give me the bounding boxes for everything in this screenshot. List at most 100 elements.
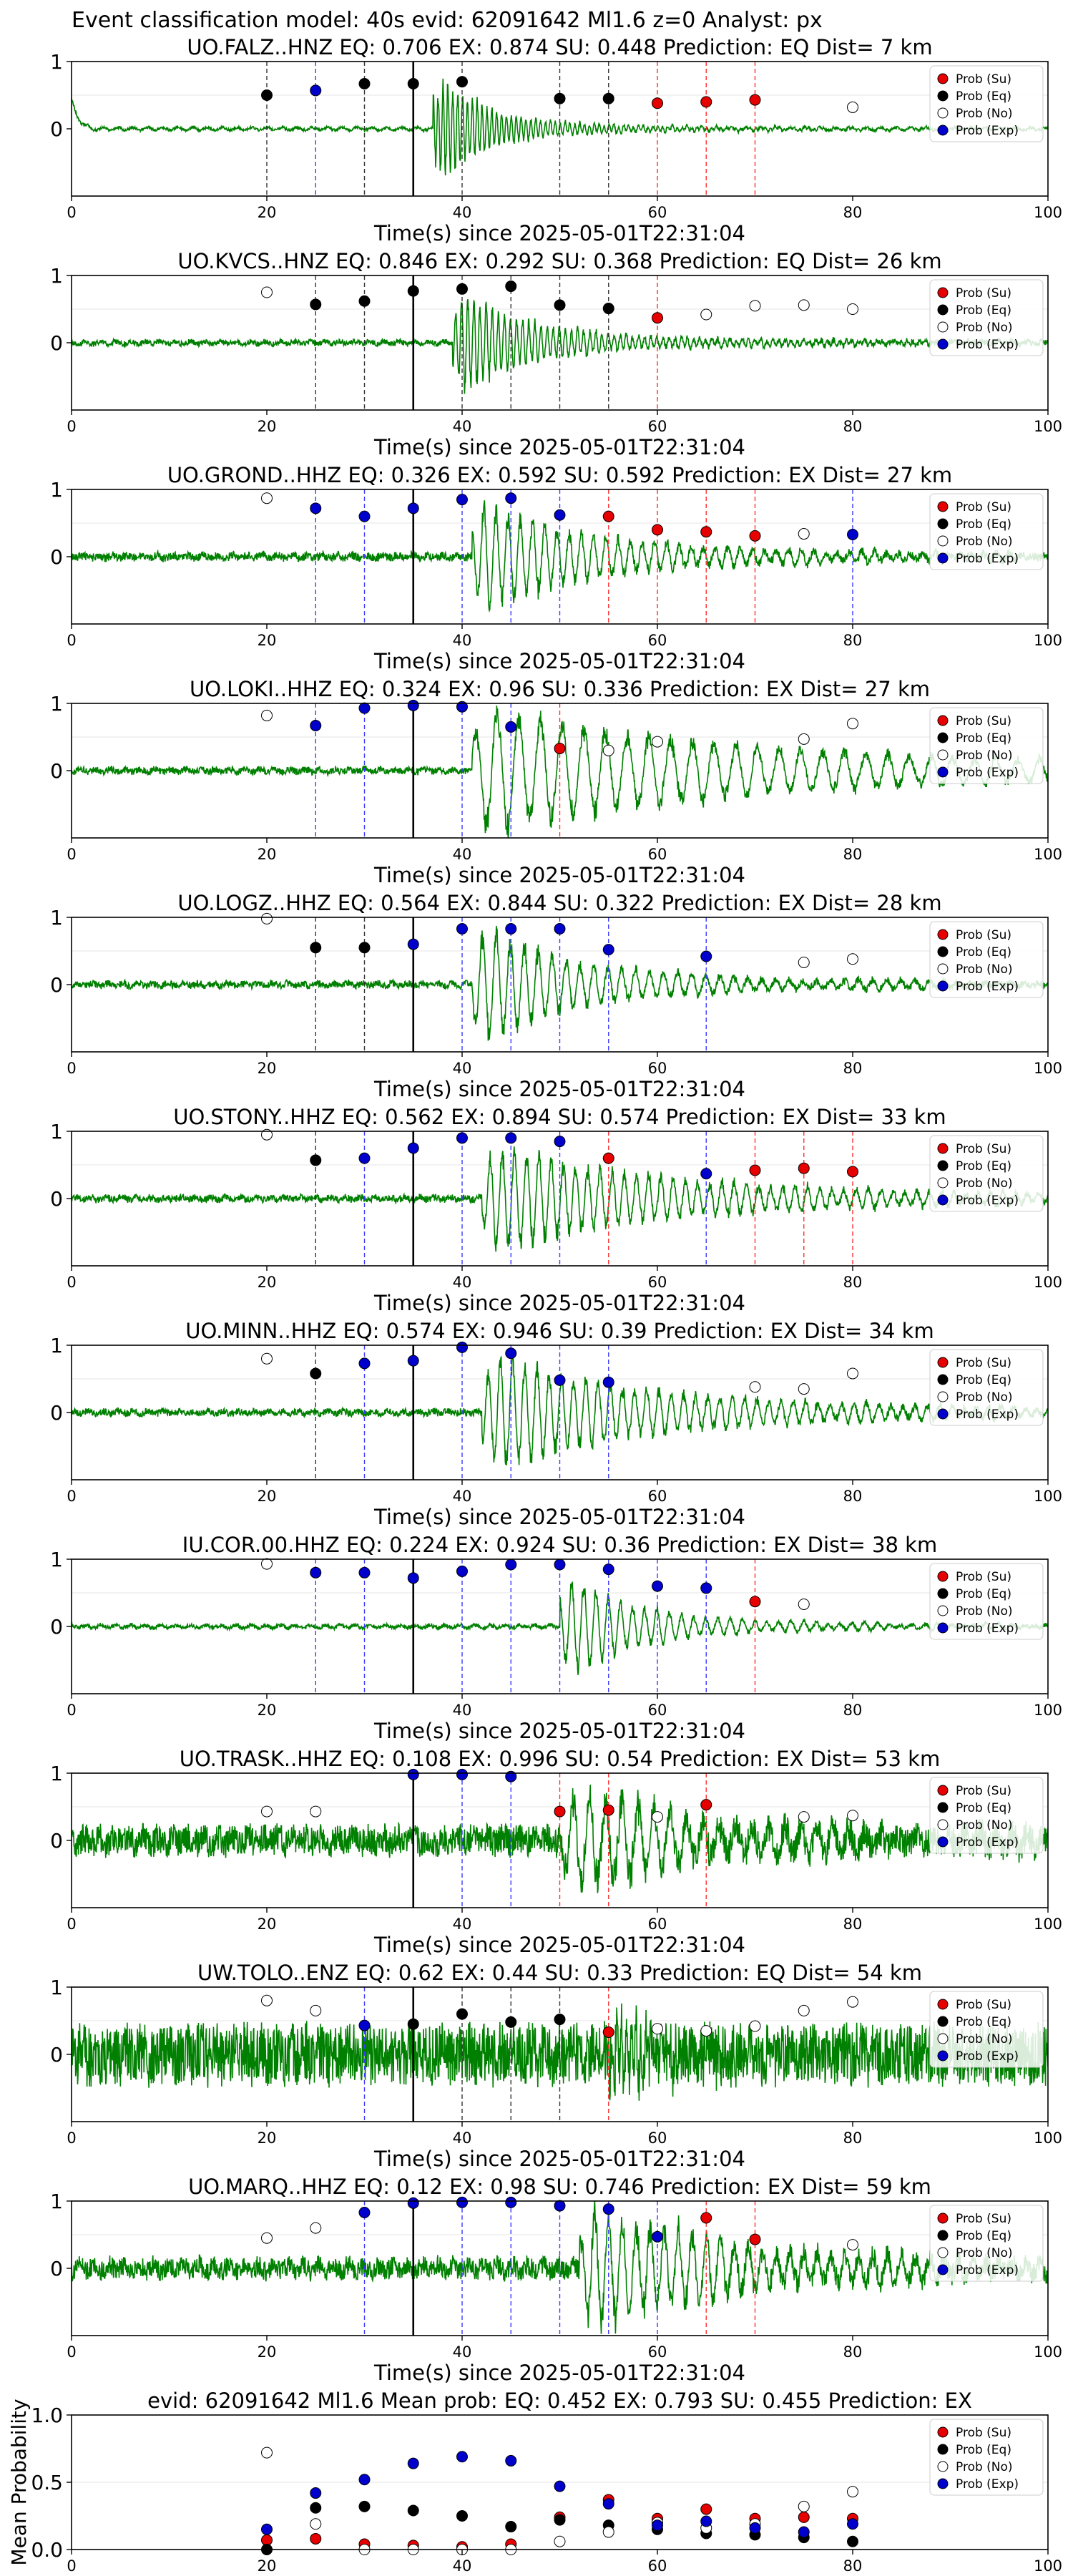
probability-point-exp <box>407 1572 419 1584</box>
station-panel: UO.STONY..HHZ EQ: 0.562 EX: 0.894 SU: 0.… <box>50 1105 1062 1315</box>
legend-label: Prob (No) <box>956 2032 1013 2046</box>
probability-point-exp <box>554 1558 566 1571</box>
legend-marker-eq <box>937 946 949 957</box>
x-tick-label: 20 <box>258 418 277 435</box>
legend-label: Prob (No) <box>956 1818 1013 1833</box>
probability-point-eq <box>407 285 419 297</box>
legend-label: Prob (Su) <box>956 1570 1011 1584</box>
panel-title: UO.TRASK..HHZ EQ: 0.108 EX: 0.996 SU: 0.… <box>180 1747 940 1771</box>
x-tick-label: 100 <box>1034 1274 1062 1291</box>
legend-label: Prob (Exp) <box>956 2049 1019 2064</box>
probability-point-su <box>602 1804 614 1816</box>
probability-point-su <box>700 2212 712 2224</box>
probability-point-eq <box>310 1367 322 1380</box>
legend-label: Prob (Exp) <box>956 766 1019 780</box>
legend-marker-exp <box>937 2050 949 2062</box>
plot-area <box>72 917 1048 1052</box>
probability-point-no <box>261 709 273 721</box>
probability-point-no <box>310 2004 322 2016</box>
x-tick-label: 40 <box>453 1060 472 1077</box>
probability-point-no <box>652 2023 663 2035</box>
mean-point-no <box>798 2500 810 2512</box>
probability-point-eq <box>310 1154 322 1166</box>
x-tick-label: 60 <box>648 1702 667 1719</box>
y-tick-label: 0 <box>50 759 63 783</box>
legend-marker-exp <box>937 2264 949 2275</box>
probability-point-exp <box>700 1168 712 1180</box>
probability-point-exp <box>505 721 517 733</box>
legend-marker-su <box>937 1999 949 2010</box>
legend-label: Prob (Exp) <box>956 124 1019 138</box>
probability-point-exp <box>505 492 517 504</box>
mean-point-su <box>798 2511 810 2523</box>
legend-box <box>929 1349 1044 1426</box>
probability-point-no <box>261 492 273 504</box>
probability-point-no <box>798 528 810 540</box>
probability-point-su <box>749 530 761 542</box>
legend-marker-eq <box>937 1588 949 1599</box>
probability-point-exp <box>602 2203 614 2215</box>
probability-point-no <box>847 101 858 113</box>
x-tick-label: 0 <box>67 1488 76 1505</box>
legend-box <box>929 921 1044 998</box>
y-tick-label: 1 <box>50 1120 63 1143</box>
x-axis-label: Time(s) since 2025-05-01T22:31:04 <box>373 649 745 673</box>
legend-label: Prob (Su) <box>956 286 1011 301</box>
legend-marker-exp <box>937 980 949 992</box>
legend-marker-su <box>937 287 949 298</box>
mean-point-no <box>310 2518 322 2530</box>
probability-point-exp <box>407 1142 419 1154</box>
probability-point-exp <box>700 1582 712 1594</box>
legend-label: Prob (Su) <box>956 714 1011 728</box>
probability-point-no <box>847 303 858 315</box>
legend-label: Prob (Eq) <box>956 2443 1011 2457</box>
station-panel: IU.COR.00.HHZ EQ: 0.224 EX: 0.924 SU: 0.… <box>50 1533 1062 1743</box>
legend-marker-su <box>937 1143 949 1154</box>
y-tick-label: 1 <box>50 1334 63 1357</box>
probability-point-exp <box>407 699 419 711</box>
y-tick-label: 0 <box>50 2043 63 2067</box>
legend-label: Prob (Eq) <box>956 89 1011 104</box>
probability-point-exp <box>602 1563 614 1576</box>
mean-point-exp <box>505 2454 517 2467</box>
x-tick-label: 40 <box>453 2343 472 2361</box>
legend-label: Prob (Eq) <box>956 1373 1011 1387</box>
legend-label: Prob (Eq) <box>956 2229 1011 2243</box>
x-tick-label: 20 <box>258 1274 277 1291</box>
y-tick-label: 0 <box>50 117 63 141</box>
x-tick-label: 0 <box>67 1060 76 1077</box>
x-axis-label: Time(s) since 2025-05-01T22:31:04 <box>373 2147 745 2171</box>
legend-label: Prob (No) <box>956 2246 1013 2260</box>
mean-point-exp <box>847 2518 858 2530</box>
probability-point-no <box>798 956 810 968</box>
x-tick-label: 0 <box>67 418 76 435</box>
mean-point-eq <box>310 2502 322 2514</box>
probability-point-no <box>847 2239 858 2251</box>
mean-point-eq <box>554 2514 566 2526</box>
plot-area <box>72 2201 1048 2336</box>
x-tick-label: 0 <box>67 2343 76 2361</box>
station-panel: UO.LOKI..HHZ EQ: 0.324 EX: 0.96 SU: 0.33… <box>50 677 1062 887</box>
x-tick-label: 80 <box>843 2343 863 2361</box>
panel-title: UO.MARQ..HHZ EQ: 0.12 EX: 0.98 SU: 0.746… <box>188 2175 931 2199</box>
legend-marker-no <box>937 107 949 119</box>
probability-point-su <box>602 510 614 522</box>
probability-point-eq <box>456 2008 468 2020</box>
legend-marker-no <box>937 1605 949 1616</box>
probability-point-su <box>749 1164 761 1176</box>
legend-label: Prob (Eq) <box>956 1159 1011 1174</box>
x-tick-label: 0 <box>67 1702 76 1719</box>
mean-point-exp <box>310 2487 322 2499</box>
x-tick-label: 80 <box>843 846 863 863</box>
plot-area <box>72 1131 1048 1266</box>
probability-point-exp <box>554 1136 566 1148</box>
probability-point-eq <box>261 89 273 101</box>
panel-title: UO.GROND..HHZ EQ: 0.326 EX: 0.592 SU: 0.… <box>167 463 952 487</box>
legend-marker-eq <box>937 1374 949 1385</box>
probability-point-exp <box>407 502 419 514</box>
station-panel: UO.GROND..HHZ EQ: 0.326 EX: 0.592 SU: 0.… <box>50 463 1062 673</box>
legend-label: Prob (Su) <box>956 2426 1011 2440</box>
probability-point-no <box>798 1383 810 1395</box>
x-tick-label: 0 <box>67 1274 76 1291</box>
